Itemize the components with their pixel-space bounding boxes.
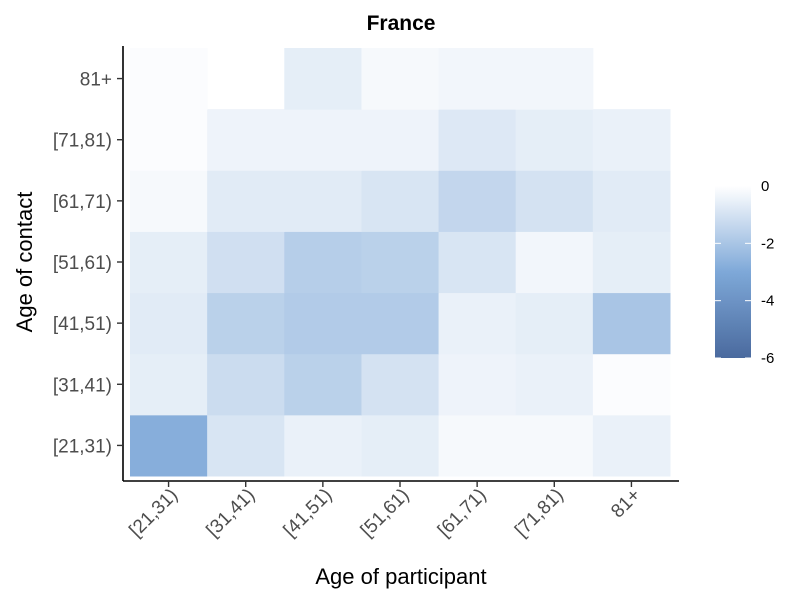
heatmap-cell-[61,71)-[61,71) xyxy=(438,170,517,232)
legend-tick-label: -6 xyxy=(761,350,774,367)
y-tick-label: 81+ xyxy=(80,70,112,91)
heatmap-cell-[51,61)-[61,71) xyxy=(438,231,517,294)
heatmap-cell-[31,41)-[41,51) xyxy=(284,353,362,416)
heatmap-cell-[61,71)-[71,81) xyxy=(515,170,594,232)
heatmap-cell-[71,81)-[31,41) xyxy=(207,109,285,171)
heatmap-cell-81+-[61,71) xyxy=(438,48,517,110)
heatmap-cell-[51,61)-81+ xyxy=(592,231,671,294)
x-tick-label: [41,51) xyxy=(280,485,337,542)
heatmap-cell-[51,61)-[51,61) xyxy=(361,231,440,294)
x-tick-label: [21,31) xyxy=(125,485,182,542)
heatmap-cell-[31,41)-81+ xyxy=(592,353,671,416)
heatmap-cell-[51,61)-[21,31) xyxy=(130,231,208,294)
heatmap-cell-[41,51)-[71,81) xyxy=(515,292,594,355)
heatmap-cell-[31,41)-[71,81) xyxy=(515,353,594,416)
x-axis-ticks: [21,31) [31,41) [41,51) [51,61) [61,71) [71,8… xyxy=(125,481,645,541)
heatmap-cell-[61,71)-[51,61) xyxy=(361,170,440,232)
y-axis-ticks: [21,31) [31,41) [41,51) [51,61) [61,71) [71,8… xyxy=(53,70,123,457)
heatmap-cell-[71,81)-[21,31) xyxy=(130,109,208,171)
legend-tick-label: -2 xyxy=(761,235,774,252)
heatmap-cell-[41,51)-[51,61) xyxy=(361,292,440,355)
heatmap-cell-[21,31)-[21,31) xyxy=(130,414,208,477)
y-tick-label: [41,51) xyxy=(53,314,112,335)
y-tick-label: [31,41) xyxy=(53,375,112,396)
x-axis-title: Age of participant xyxy=(315,564,486,589)
heatmap-cell-[51,61)-[71,81) xyxy=(515,231,594,294)
legend-tick-label: -4 xyxy=(761,293,774,310)
y-tick-label: [21,31) xyxy=(53,436,112,457)
heatmap-cell-[71,81)-81+ xyxy=(592,109,671,171)
legend-color-bar xyxy=(715,186,751,358)
x-tick-label: [71,81) xyxy=(511,485,568,542)
heatmap-cell-81+-[51,61) xyxy=(361,48,440,110)
x-tick-label: [61,71) xyxy=(434,485,491,542)
heatmap-cell-[31,41)-[31,41) xyxy=(207,353,285,416)
heatmap-cell-[61,71)-[21,31) xyxy=(130,170,208,232)
heatmap-cell-[71,81)-[41,51) xyxy=(284,109,362,171)
color-legend: 0 -2 -4 -6 xyxy=(715,178,774,367)
y-tick-label: [71,81) xyxy=(53,131,112,152)
heatmap-cell-[21,31)-[61,71) xyxy=(438,414,517,477)
heatmap-cell-[61,71)-[31,41) xyxy=(207,170,285,232)
heatmap-cell-[51,61)-[41,51) xyxy=(284,231,362,294)
heatmap-cells xyxy=(130,48,671,477)
heatmap-cell-[31,41)-[51,61) xyxy=(361,353,440,416)
heatmap-cell-[71,81)-[71,81) xyxy=(515,109,594,171)
x-tick-label: [51,61) xyxy=(357,485,414,542)
heatmap-cell-[41,51)-[31,41) xyxy=(207,292,285,355)
heatmap-cell-[51,61)-[31,41) xyxy=(207,231,285,294)
heatmap-cell-[21,31)-[71,81) xyxy=(515,414,594,477)
heatmap-cell-[61,71)-[41,51) xyxy=(284,170,362,232)
legend-tick-label: 0 xyxy=(761,178,769,195)
heatmap-cell-[21,31)-[31,41) xyxy=(207,414,285,477)
heatmap-cell-81+-[71,81) xyxy=(515,48,594,110)
heatmap-cell-[21,31)-[41,51) xyxy=(284,414,362,477)
heatmap-cell-[71,81)-[51,61) xyxy=(361,109,440,171)
y-axis-title: Age of contact xyxy=(12,192,37,333)
y-tick-label: [61,71) xyxy=(53,192,112,213)
axes xyxy=(122,46,679,482)
heatmap-cell-[21,31)-81+ xyxy=(592,414,671,477)
heatmap-cell-[41,51)-[21,31) xyxy=(130,292,208,355)
heatmap-cell-81+-[21,31) xyxy=(130,48,208,110)
heatmap-cell-[31,41)-[21,31) xyxy=(130,353,208,416)
x-tick-label: 81+ xyxy=(607,485,645,523)
heatmap-cell-[41,51)-[41,51) xyxy=(284,292,362,355)
chart-title: France xyxy=(367,12,436,35)
heatmap-cell-[21,31)-[51,61) xyxy=(361,414,440,477)
heatmap-cell-[61,71)-81+ xyxy=(592,170,671,232)
heatmap-cell-[41,51)-[61,71) xyxy=(438,292,517,355)
x-tick-label: [31,41) xyxy=(203,485,260,542)
heatmap-cell-[41,51)-81+ xyxy=(592,292,671,355)
heatmap-cell-81+-[41,51) xyxy=(284,48,362,110)
y-tick-label: [51,61) xyxy=(53,253,112,274)
heatmap-cell-[71,81)-[61,71) xyxy=(438,109,517,171)
heatmap-cell-[31,41)-[61,71) xyxy=(438,353,517,416)
